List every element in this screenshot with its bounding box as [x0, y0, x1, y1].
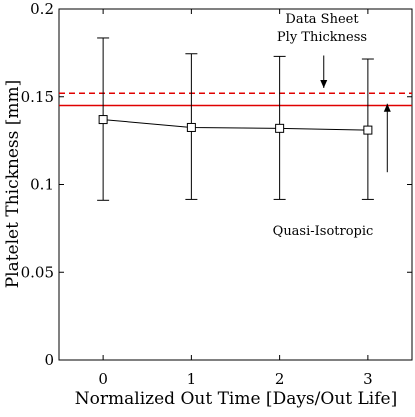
y-axis-label: Platelet Thickness [mm]: [3, 80, 23, 289]
annotation-arrow-quasi-isotropic-head: [383, 103, 391, 112]
annotation-quasi-isotropic: Quasi-Isotropic: [273, 224, 374, 239]
annotation-data-sheet: Data Sheet: [285, 12, 359, 27]
y-tick-label: 0.05: [21, 263, 54, 281]
series-line: [103, 119, 368, 131]
x-tick-label: 0: [98, 370, 108, 388]
y-tick-label: 0.1: [30, 176, 54, 194]
data-point-marker: [275, 123, 285, 133]
y-tick-label: 0.15: [21, 88, 54, 106]
x-tick-label: 2: [275, 370, 285, 388]
data-point-marker: [363, 125, 373, 135]
data-point-marker: [98, 115, 108, 125]
annotation-ply-thickness: Ply Thickness: [277, 30, 367, 45]
x-tick-label: 1: [187, 370, 197, 388]
plot-frame: [58, 8, 413, 361]
x-axis-label: Normalized Out Time [Days/Out Life]: [75, 389, 397, 409]
y-tick-label: 0: [44, 351, 54, 369]
annotation-arrow-data-sheet-head: [320, 79, 328, 88]
y-tick-label: 0.2: [30, 0, 54, 18]
data-point-marker: [186, 122, 196, 132]
plot-layer: 0 0.05 0.1 0.15 0.2 0 1 2 3 Data Sheet Ply Thickne…: [21, 0, 413, 388]
x-tick-label: 3: [363, 370, 373, 388]
